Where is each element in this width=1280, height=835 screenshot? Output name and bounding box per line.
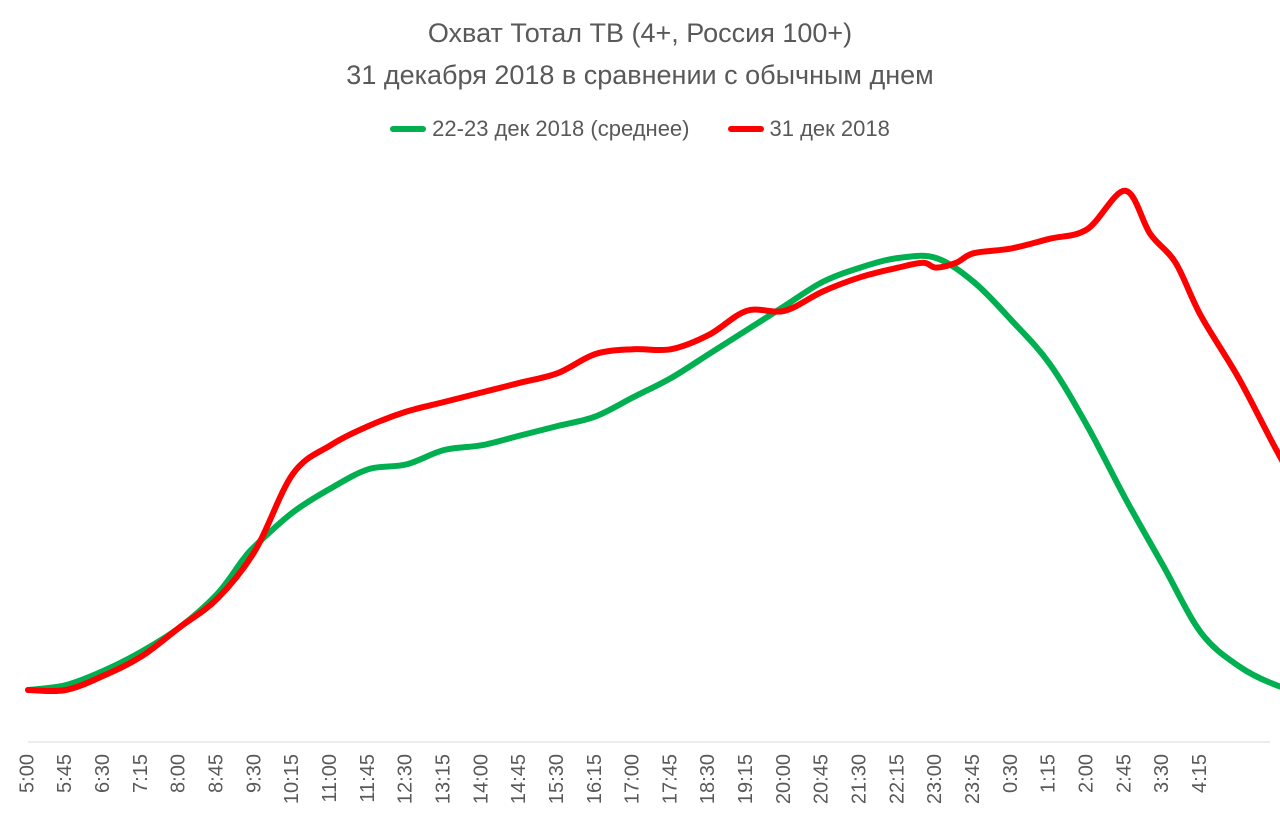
x-tick-label: 3:30 — [1151, 754, 1173, 793]
x-tick-label: 4:15 — [1189, 754, 1211, 793]
x-tick-label: 6:30 — [92, 754, 114, 793]
x-tick-label: 14:45 — [508, 754, 530, 804]
x-tick-label: 11:00 — [319, 754, 341, 803]
x-tick-label: 2:00 — [1076, 754, 1098, 793]
x-tick-label: 10:15 — [281, 754, 303, 804]
legend-label-red-series: 31 дек 2018 — [769, 116, 890, 141]
x-tick-label: 18:30 — [697, 754, 719, 804]
x-tick-label: 19:15 — [735, 754, 757, 804]
x-tick-label: 23:45 — [962, 754, 984, 804]
x-tick-label: 23:00 — [924, 754, 946, 804]
series-layer — [25, 187, 1280, 695]
x-tick-label: 5:45 — [54, 754, 76, 793]
x-tick-label: 8:45 — [205, 754, 227, 793]
x-tick-label: 21:30 — [849, 754, 871, 804]
x-tick-label: 17:00 — [622, 754, 644, 804]
x-tick-label: 1:15 — [1038, 754, 1060, 793]
chart-subtitle: 31 декабря 2018 в сравнении с обычным дн… — [346, 60, 934, 90]
x-tick-label: 12:30 — [395, 754, 417, 804]
chart-legend: 22-23 дек 2018 (среднее) 31 дек 2018 — [0, 116, 1280, 142]
x-axis-tick-labels: 5:00 5:45 6:30 7:15 8:00 8:45 9:30 10:15 11:00 11… — [16, 754, 1211, 804]
x-tick-label: 7:15 — [130, 754, 152, 793]
x-tick-label: 11:45 — [357, 754, 379, 803]
legend-item-green-series: 22-23 дек 2018 (среднее) — [390, 116, 690, 142]
x-tick-label: 9:30 — [243, 754, 265, 793]
legend-label-green-series: 22-23 дек 2018 (среднее) — [432, 116, 690, 141]
x-tick-label: 8:00 — [168, 754, 190, 793]
legend-item-red-series: 31 дек 2018 — [727, 116, 890, 142]
x-tick-label: 13:15 — [432, 754, 454, 804]
series-line-red — [25, 187, 1280, 695]
x-tick-label: 2:45 — [1113, 754, 1135, 793]
x-tick-label: 17:45 — [659, 754, 681, 804]
x-tick-label: 22:15 — [886, 754, 908, 804]
x-tick-label: 14:00 — [470, 754, 492, 804]
x-tick-label: 5:00 — [16, 754, 38, 793]
x-tick-label: 20:45 — [811, 754, 833, 804]
x-tick-label: 15:30 — [546, 754, 568, 804]
legend-swatch-red-line — [727, 126, 764, 132]
x-tick-label: 0:30 — [1000, 754, 1022, 793]
series-line-green — [25, 252, 1280, 693]
chart-title: Охват Тотал ТВ (4+, Россия 100+) — [427, 18, 853, 48]
legend-swatch-green-line — [390, 126, 427, 132]
x-tick-label: 16:15 — [584, 754, 606, 804]
x-tick-label: 20:00 — [773, 754, 795, 804]
